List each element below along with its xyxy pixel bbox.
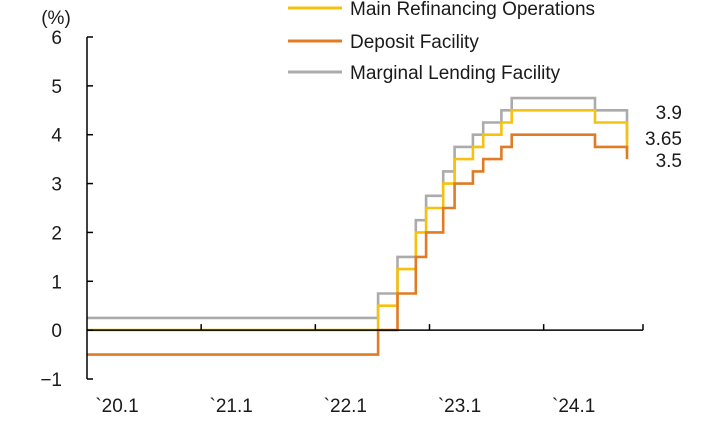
y-tick-label: −1: [40, 370, 62, 391]
x-tick-label: `23.1: [438, 396, 481, 417]
series-line-marginal-lending-facility: [87, 96, 629, 320]
series-layer: [87, 96, 629, 356]
y-tick-label: 3: [51, 175, 62, 196]
y-tick-label: 5: [51, 77, 62, 98]
x-tick-label: `20.1: [95, 396, 138, 417]
y-tick-label: 0: [51, 321, 62, 342]
end-label: 3.5: [656, 151, 682, 172]
legend-label: Main Refinancing Operations: [350, 0, 595, 20]
end-label: 3.9: [656, 103, 682, 124]
y-tick-label: 6: [51, 28, 62, 49]
series-line-main-refinancing-operations: [87, 109, 629, 332]
x-tick-label: `22.1: [324, 396, 367, 417]
legend-label: Deposit Facility: [350, 32, 479, 53]
end-label: 3.65: [645, 129, 682, 150]
y-tick-label: 2: [51, 223, 62, 244]
x-tick-label: `24.1: [552, 396, 595, 417]
x-tick-label: `21.1: [210, 396, 253, 417]
end-labels: 3.9 3.653.5: [645, 103, 682, 172]
y-tick-label: 1: [51, 272, 62, 293]
legend-label: Marginal Lending Facility: [350, 63, 561, 84]
series-line-deposit-facility: [87, 133, 629, 356]
axes: −1 0 1 2 3 4 5 6 `20.1 `21.1 `22.1 `23.1 `24.1: [40, 28, 644, 417]
legend: Main Refinancing Operations Deposit Facil…: [288, 0, 595, 84]
y-unit-label: (%): [41, 8, 71, 29]
y-tick-label: 4: [51, 126, 62, 147]
